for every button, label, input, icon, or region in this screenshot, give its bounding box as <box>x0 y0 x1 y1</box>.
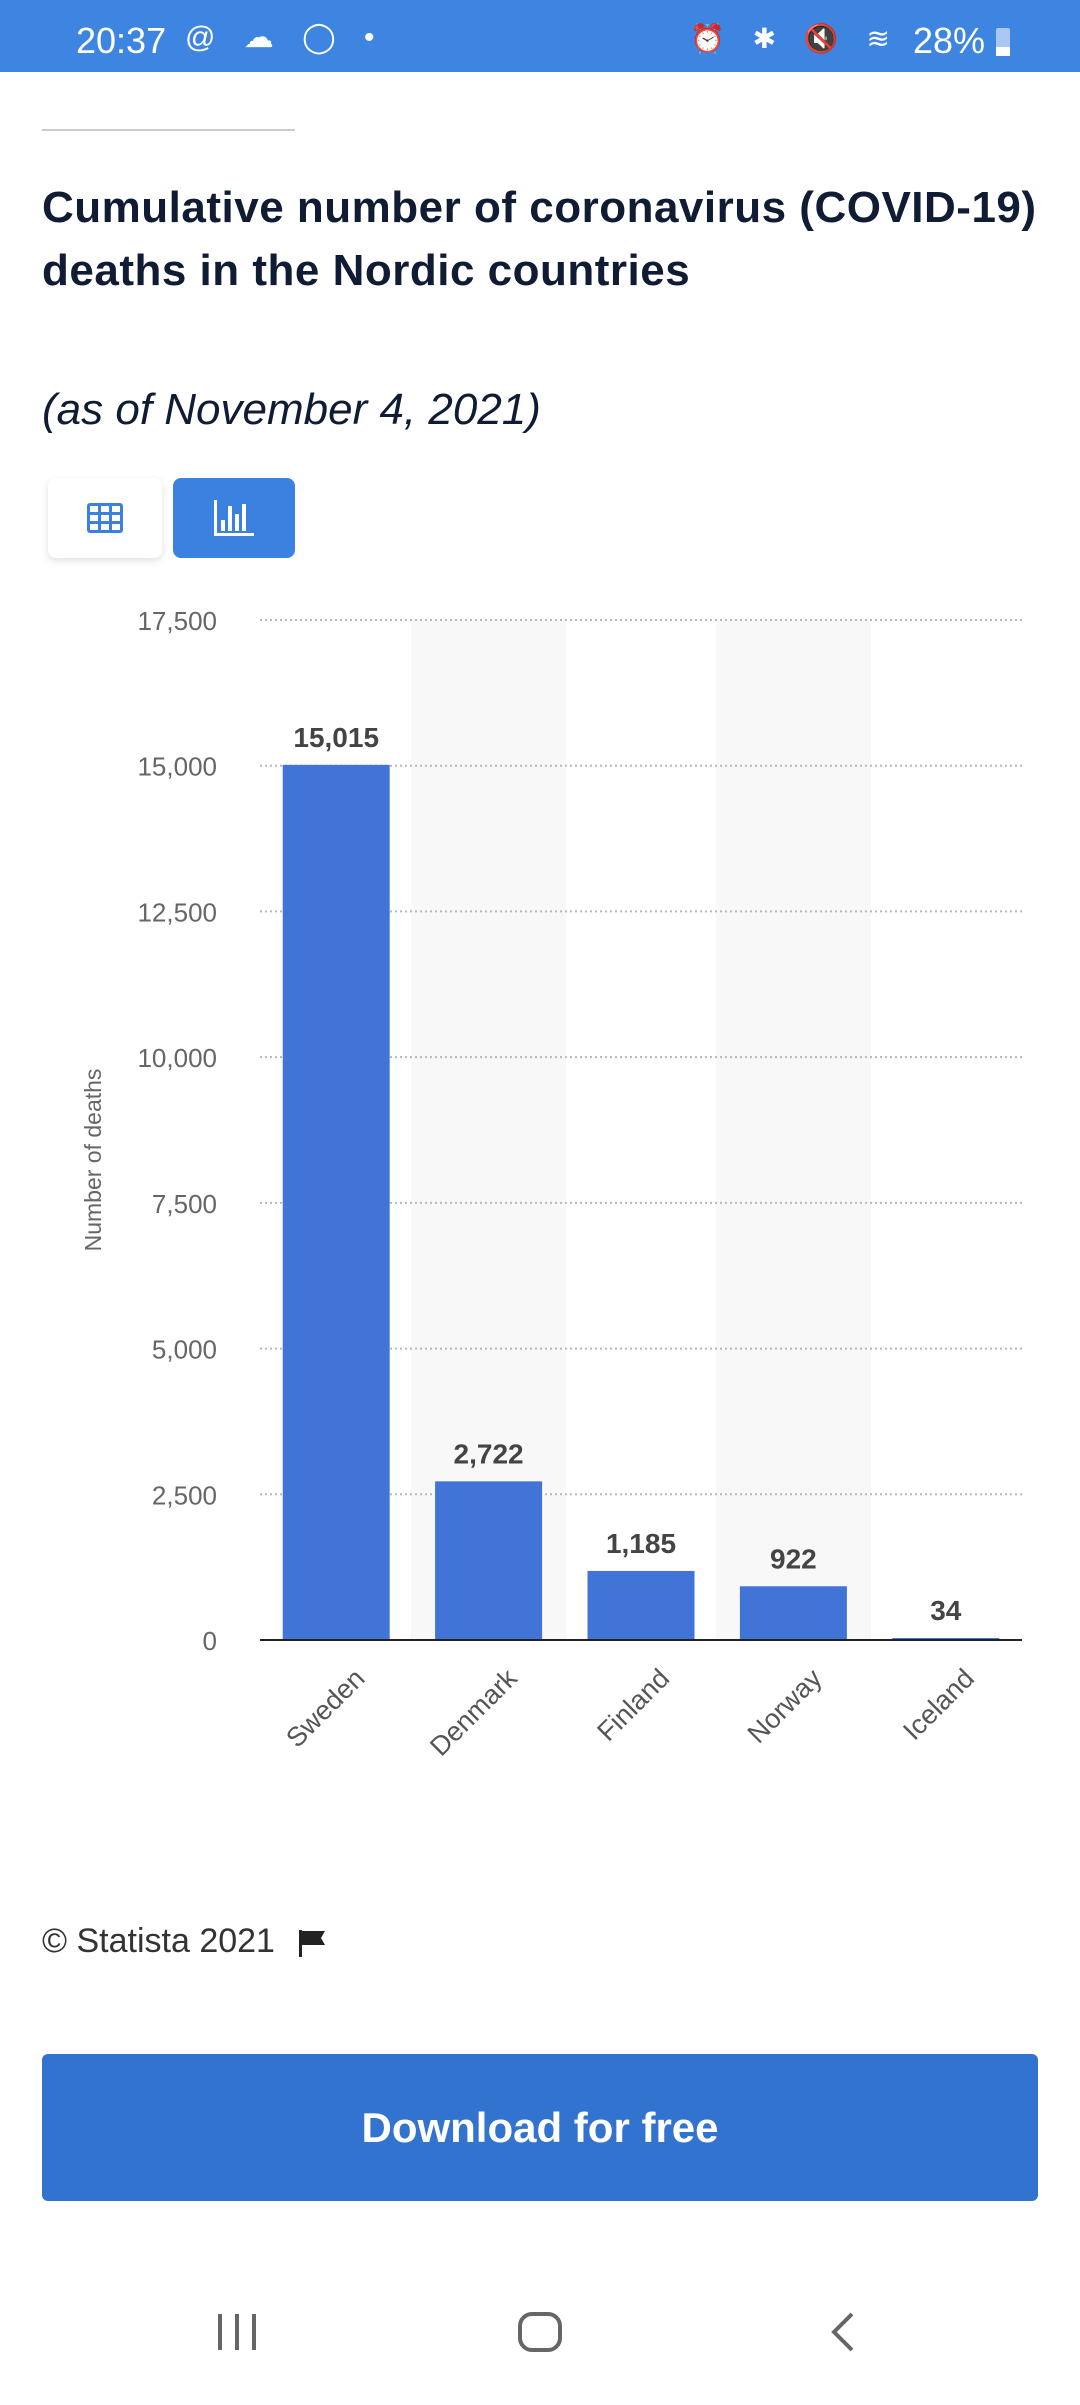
bar-chart-icon <box>214 500 254 536</box>
data-label: 34 <box>930 1595 962 1626</box>
copyright[interactable]: © Statista 2021 <box>42 1922 275 1960</box>
table-view-button[interactable] <box>48 478 162 558</box>
data-label: 922 <box>770 1543 817 1574</box>
data-label: 1,185 <box>606 1528 676 1559</box>
x-tick-label: Sweden <box>280 1663 370 1753</box>
y-tick-label: 15,000 <box>137 752 217 782</box>
bar-denmark <box>435 1481 543 1640</box>
data-label: 2,722 <box>454 1438 524 1469</box>
y-tick-label: 17,500 <box>137 606 217 636</box>
y-tick-label: 0 <box>203 1626 217 1656</box>
recent-apps-icon[interactable] <box>218 2314 256 2350</box>
download-button[interactable]: Download for free <box>42 2054 1038 2201</box>
battery-percent: 28% <box>912 20 985 61</box>
table-icon <box>87 503 123 533</box>
home-icon[interactable] <box>518 2312 562 2352</box>
battery-icon <box>996 28 1010 56</box>
system-icons: ⏰ ✱ 🔇 ≋ <box>690 23 900 54</box>
data-label: 15,015 <box>293 722 379 753</box>
x-tick-label: Denmark <box>424 1663 523 1762</box>
y-axis-label: Number of deaths <box>80 1069 106 1252</box>
chart-title: Cumulative number of coronavirus (COVID-… <box>42 183 1037 295</box>
clock: 20:37 <box>76 20 167 61</box>
bar-chart: 0 2,500 5,000 7,500 10,000 12,500 15,000 17,500… <box>80 606 1022 1762</box>
x-tick-label: Iceland <box>897 1663 980 1746</box>
bar-finland <box>587 1570 695 1640</box>
bar-norway <box>739 1586 847 1640</box>
divider <box>42 129 295 131</box>
y-tick-label: 7,500 <box>152 1189 217 1219</box>
status-bar: 20:37 @ ☁ ◯ • ⏰ ✱ 🔇 ≋ 28% <box>0 0 1080 72</box>
chart-subtitle: (as of November 4, 2021) <box>42 385 541 434</box>
category-band <box>411 620 567 1640</box>
y-tick-label: 2,500 <box>152 1480 217 1510</box>
bar-sweden <box>282 764 390 1640</box>
chart-view-button[interactable] <box>173 478 295 558</box>
y-tick-label: 12,500 <box>137 897 217 927</box>
flag-icon[interactable] <box>297 1928 329 1958</box>
y-tick-label: 10,000 <box>137 1043 217 1073</box>
back-icon[interactable] <box>831 2312 854 2352</box>
x-tick-label: Finland <box>591 1663 675 1747</box>
navigation-bar <box>0 2290 1080 2400</box>
category-band <box>715 620 871 1640</box>
notification-icons: @ ☁ ◯ • <box>185 21 385 54</box>
x-tick-label: Norway <box>742 1663 828 1749</box>
y-tick-label: 5,000 <box>152 1335 217 1365</box>
